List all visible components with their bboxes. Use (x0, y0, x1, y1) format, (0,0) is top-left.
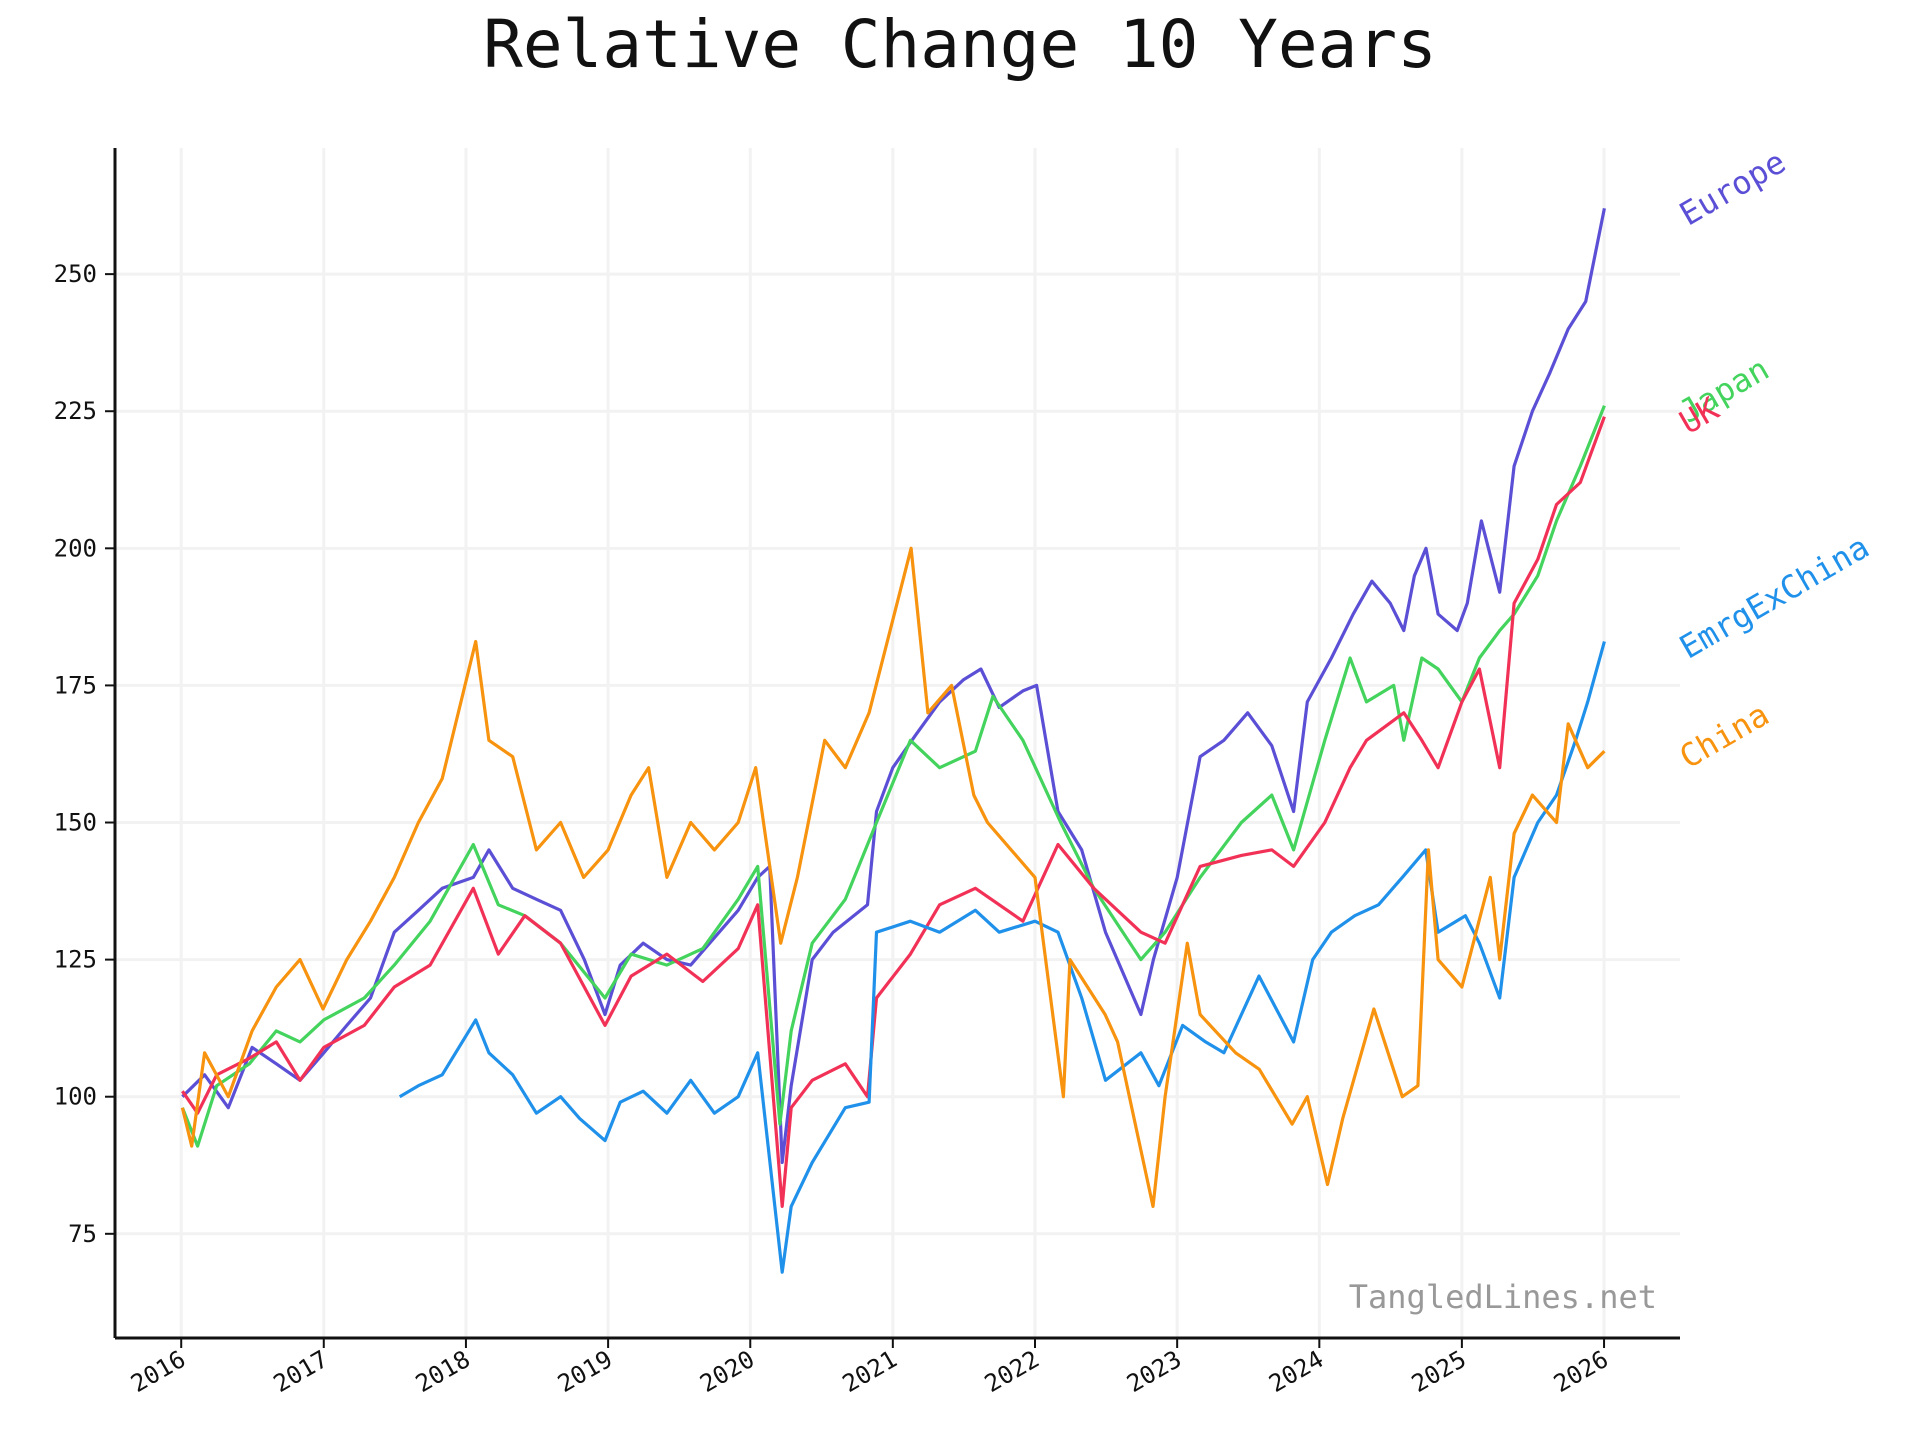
x-tick-label: 2016 (126, 1345, 190, 1398)
series-line-china (180, 546, 1606, 1209)
tick-labels: 75 100 125 150 175 200 225 250 2016 2017 2018 2019 2… (54, 260, 1613, 1398)
x-tick-label: 2025 (1407, 1345, 1471, 1398)
series-lines (180, 207, 1606, 1274)
y-tick-label: 175 (54, 671, 97, 699)
x-tick-label: 2018 (411, 1345, 475, 1398)
y-tick-label: 225 (54, 397, 97, 425)
x-tick-label: 2022 (980, 1345, 1044, 1398)
x-tick-label: 2024 (1264, 1345, 1328, 1398)
y-tick-label: 75 (68, 1220, 97, 1248)
x-tick-label: 2023 (1122, 1345, 1186, 1398)
y-tick-label: 125 (54, 946, 97, 974)
y-tick-label: 100 (54, 1083, 97, 1111)
y-tick-label: 150 (54, 809, 97, 837)
series-label-emrgexchina: EmrgExChina (1673, 528, 1876, 667)
x-tick-label: 2026 (1549, 1345, 1613, 1398)
x-tick-label: 2017 (269, 1345, 333, 1398)
axes (105, 148, 1680, 1348)
series-line-emrgexchina (398, 641, 1606, 1274)
y-tick-label: 200 (54, 534, 97, 562)
grid-lines (115, 148, 1680, 1338)
series-label-europe: Europe (1673, 143, 1792, 234)
x-tick-label: 2021 (838, 1345, 902, 1398)
series-line-japan (180, 405, 1606, 1148)
x-tick-label: 2019 (553, 1345, 617, 1398)
chart-title: Relative Change 10 Years (483, 6, 1437, 83)
y-tick-label: 250 (54, 260, 97, 288)
watermark-text: TangledLines.net (1349, 1278, 1657, 1316)
series-line-uk (181, 416, 1606, 1209)
series-line-europe (181, 207, 1606, 1165)
x-tick-label: 2020 (695, 1345, 759, 1398)
series-label-china: China (1673, 695, 1775, 776)
